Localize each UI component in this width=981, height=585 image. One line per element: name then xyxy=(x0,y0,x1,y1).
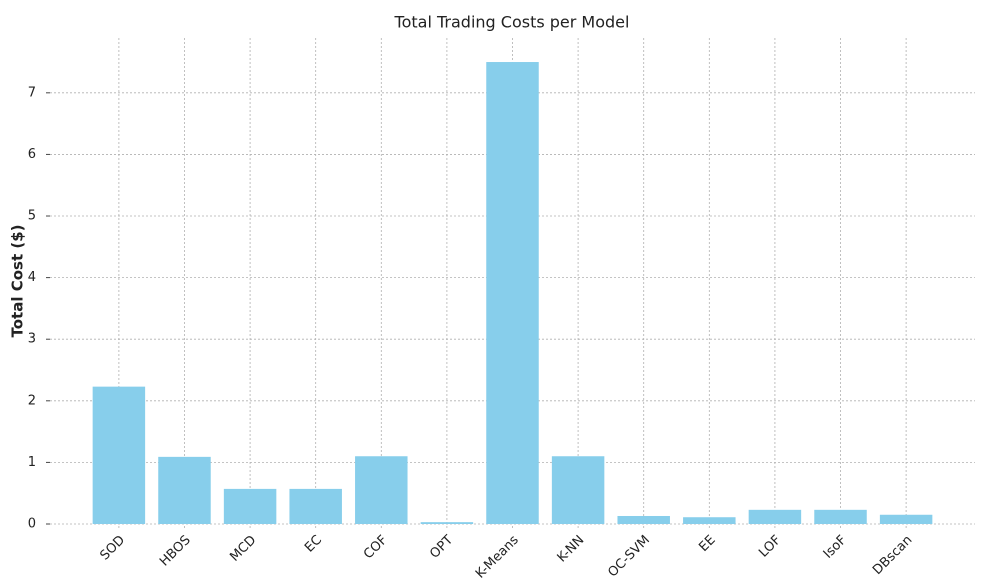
x-tick-label: EE xyxy=(696,533,718,555)
x-tick-label: K-NN xyxy=(555,533,588,566)
y-axis-label: Total Cost ($) xyxy=(9,225,27,338)
x-tick-label: SOD xyxy=(97,533,128,564)
bar xyxy=(92,386,146,524)
y-tick-label: 2 xyxy=(28,393,36,408)
x-tick-label: IsoF xyxy=(821,533,850,562)
bar xyxy=(355,456,408,524)
bar xyxy=(223,488,277,524)
x-tick-label: OPT xyxy=(427,533,456,562)
y-tick-label: 7 xyxy=(28,85,36,100)
x-tick-label: COF xyxy=(361,533,391,563)
chart-title: Total Trading Costs per Model xyxy=(394,13,630,32)
bar xyxy=(486,62,539,524)
x-tick-label: EC xyxy=(302,533,325,556)
bar xyxy=(879,514,933,524)
bar xyxy=(551,456,605,524)
y-tick-label: 4 xyxy=(28,270,36,285)
bar xyxy=(617,515,670,524)
bar xyxy=(158,456,211,524)
x-tick-label: DBscan xyxy=(870,533,915,578)
y-tick-label: 1 xyxy=(28,455,36,470)
x-tick-label: OC-SVM xyxy=(605,533,653,581)
y-tick-label: 6 xyxy=(28,147,36,162)
x-tick-label: HBOS xyxy=(157,533,194,570)
bar xyxy=(420,522,474,524)
x-tick-label: LOF xyxy=(756,533,784,561)
y-tick-label: 0 xyxy=(28,517,36,532)
x-tick-label: MCD xyxy=(227,533,259,565)
x-tick-label: K-Means xyxy=(473,533,522,582)
y-tick-label: 3 xyxy=(28,332,36,347)
bar xyxy=(683,517,736,524)
bar xyxy=(814,509,867,524)
bar xyxy=(748,509,802,524)
bar xyxy=(289,488,342,524)
y-tick-label: 5 xyxy=(28,209,36,224)
